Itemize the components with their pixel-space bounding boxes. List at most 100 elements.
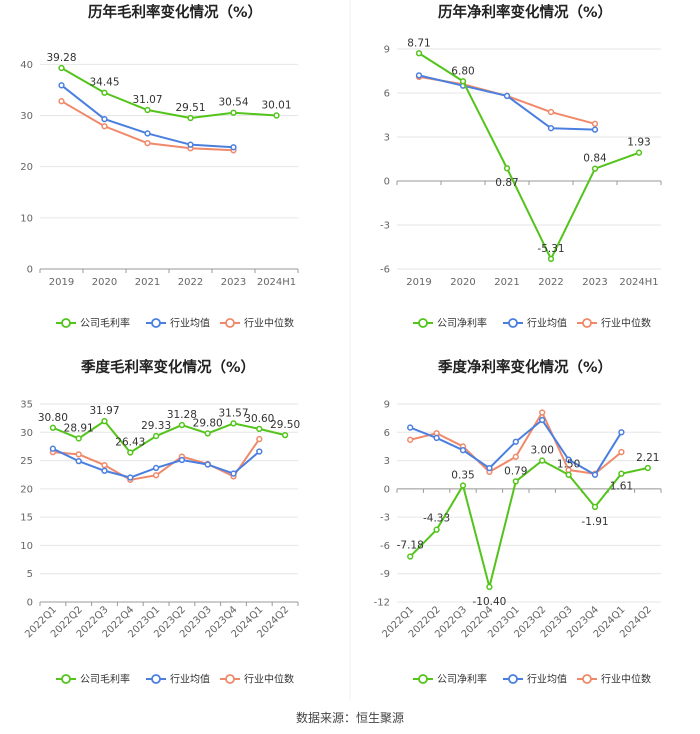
- data-label: 39.28: [46, 52, 76, 64]
- data-point: [58, 98, 65, 105]
- legend-swatch-marker: [582, 318, 592, 328]
- y-tick-label: 9: [384, 45, 390, 56]
- y-tick-label: 10: [20, 541, 33, 552]
- x-tick-label: 2020: [92, 277, 117, 288]
- legend-label: 行业均值: [170, 673, 210, 686]
- data-point: [178, 456, 186, 464]
- data-point: [144, 139, 151, 147]
- data-point: [407, 553, 414, 560]
- y-tick-label: 0: [384, 484, 390, 495]
- data-label: 8.71: [407, 37, 430, 49]
- data-point: [230, 144, 237, 151]
- y-tick-label: -9: [380, 569, 390, 580]
- y-tick-label: -6: [380, 541, 390, 552]
- data-point: [256, 435, 263, 443]
- data-point: [144, 130, 151, 137]
- x-tick-label: 2019: [406, 277, 431, 288]
- data-point: [273, 112, 280, 119]
- data-label: 30.80: [38, 412, 68, 424]
- legend-swatch-marker: [508, 318, 518, 328]
- data-point: [152, 472, 160, 479]
- data-point: [415, 72, 423, 79]
- data-label: 1.93: [627, 137, 650, 149]
- data-label: 29.50: [270, 419, 300, 431]
- data-point: [433, 526, 440, 533]
- data-point: [187, 114, 194, 122]
- data-point: [152, 432, 160, 440]
- data-point: [644, 464, 651, 472]
- data-label: 0.35: [451, 470, 474, 482]
- data-point: [591, 471, 599, 478]
- y-tick-label: 25: [20, 456, 33, 467]
- data-point: [618, 429, 625, 436]
- legend-swatch-marker: [225, 318, 235, 328]
- data-point: [127, 474, 134, 481]
- data-point: [230, 420, 237, 427]
- y-tick-label: 35: [20, 400, 33, 411]
- chart-panel-3: 季度毛利率变化情况（%）051015202530352022Q12022Q220…: [20, 358, 300, 686]
- data-point: [75, 457, 82, 465]
- data-label: 0.84: [583, 153, 607, 165]
- legend-label: 公司毛利率: [80, 317, 130, 330]
- data-label: 1.50: [557, 459, 580, 471]
- data-label: 30.54: [218, 97, 248, 109]
- x-tick-label: 2023: [221, 277, 246, 288]
- data-point: [591, 503, 599, 511]
- data-point: [539, 409, 546, 416]
- legend-label: 行业中位数: [601, 673, 651, 686]
- y-tick-label: 30: [20, 111, 33, 122]
- data-point: [127, 449, 134, 456]
- data-point: [591, 120, 599, 127]
- data-point: [635, 149, 643, 156]
- data-label: 31.07: [132, 94, 162, 106]
- y-tick-label: -6: [380, 265, 390, 276]
- data-label: 1.61: [610, 481, 633, 493]
- legend-swatch-marker: [61, 318, 71, 328]
- data-label: -1.91: [581, 516, 608, 528]
- legend-swatch-marker: [61, 674, 71, 684]
- chart-title: 季度毛利率变化情况（%）: [81, 358, 255, 376]
- data-point: [565, 471, 572, 478]
- data-point: [75, 451, 82, 458]
- data-point: [407, 436, 414, 443]
- data-label: -10.40: [472, 596, 506, 608]
- chart-panel-1: 历年毛利率变化情况（%） 0 10 20 30 40 2019 2020 2021 2022 202…: [20, 3, 299, 330]
- source-text: 数据来源：恒生聚源: [296, 710, 404, 725]
- data-label: 31.97: [89, 405, 119, 417]
- data-label: 30.01: [261, 99, 291, 111]
- chart-panel-4: 季度净利率变化情况（%）-12-9-6-303692022Q12022Q2202…: [374, 358, 662, 686]
- x-tick-label: 2021: [494, 277, 519, 288]
- legend-label: 公司净利率: [437, 317, 487, 330]
- x-tick-label: 2019: [49, 277, 74, 288]
- data-point: [101, 123, 108, 130]
- legend-swatch-marker: [508, 674, 518, 684]
- y-tick-label: 0: [27, 265, 33, 276]
- y-tick-label: 3: [384, 133, 390, 144]
- data-point: [459, 447, 467, 454]
- chart-title: 历年毛利率变化情况（%）: [88, 3, 262, 21]
- data-point: [486, 464, 493, 472]
- legend-swatch-marker: [225, 674, 235, 684]
- series-line-2: [418, 74, 596, 131]
- data-point: [547, 255, 555, 263]
- data-point: [618, 470, 625, 477]
- data-label: 31.28: [167, 409, 197, 421]
- data-point: [591, 126, 599, 133]
- data-point: [101, 89, 108, 96]
- x-tick-label: 2021: [135, 277, 160, 288]
- data-label: 29.33: [141, 420, 171, 432]
- series-line-1: [52, 420, 286, 454]
- data-point: [459, 78, 467, 85]
- data-point: [512, 453, 519, 460]
- series-line-3: [418, 75, 596, 125]
- legend-swatch-marker: [418, 674, 428, 684]
- data-point: [101, 115, 108, 123]
- data-point: [539, 416, 546, 424]
- data-label: 31.57: [218, 407, 248, 419]
- data-point: [75, 435, 82, 442]
- x-tick-label: 2024H1: [257, 277, 296, 288]
- chart-title: 季度净利率变化情况（%）: [438, 358, 612, 376]
- y-tick-label: 6: [384, 89, 390, 100]
- series-line-1: [409, 459, 649, 588]
